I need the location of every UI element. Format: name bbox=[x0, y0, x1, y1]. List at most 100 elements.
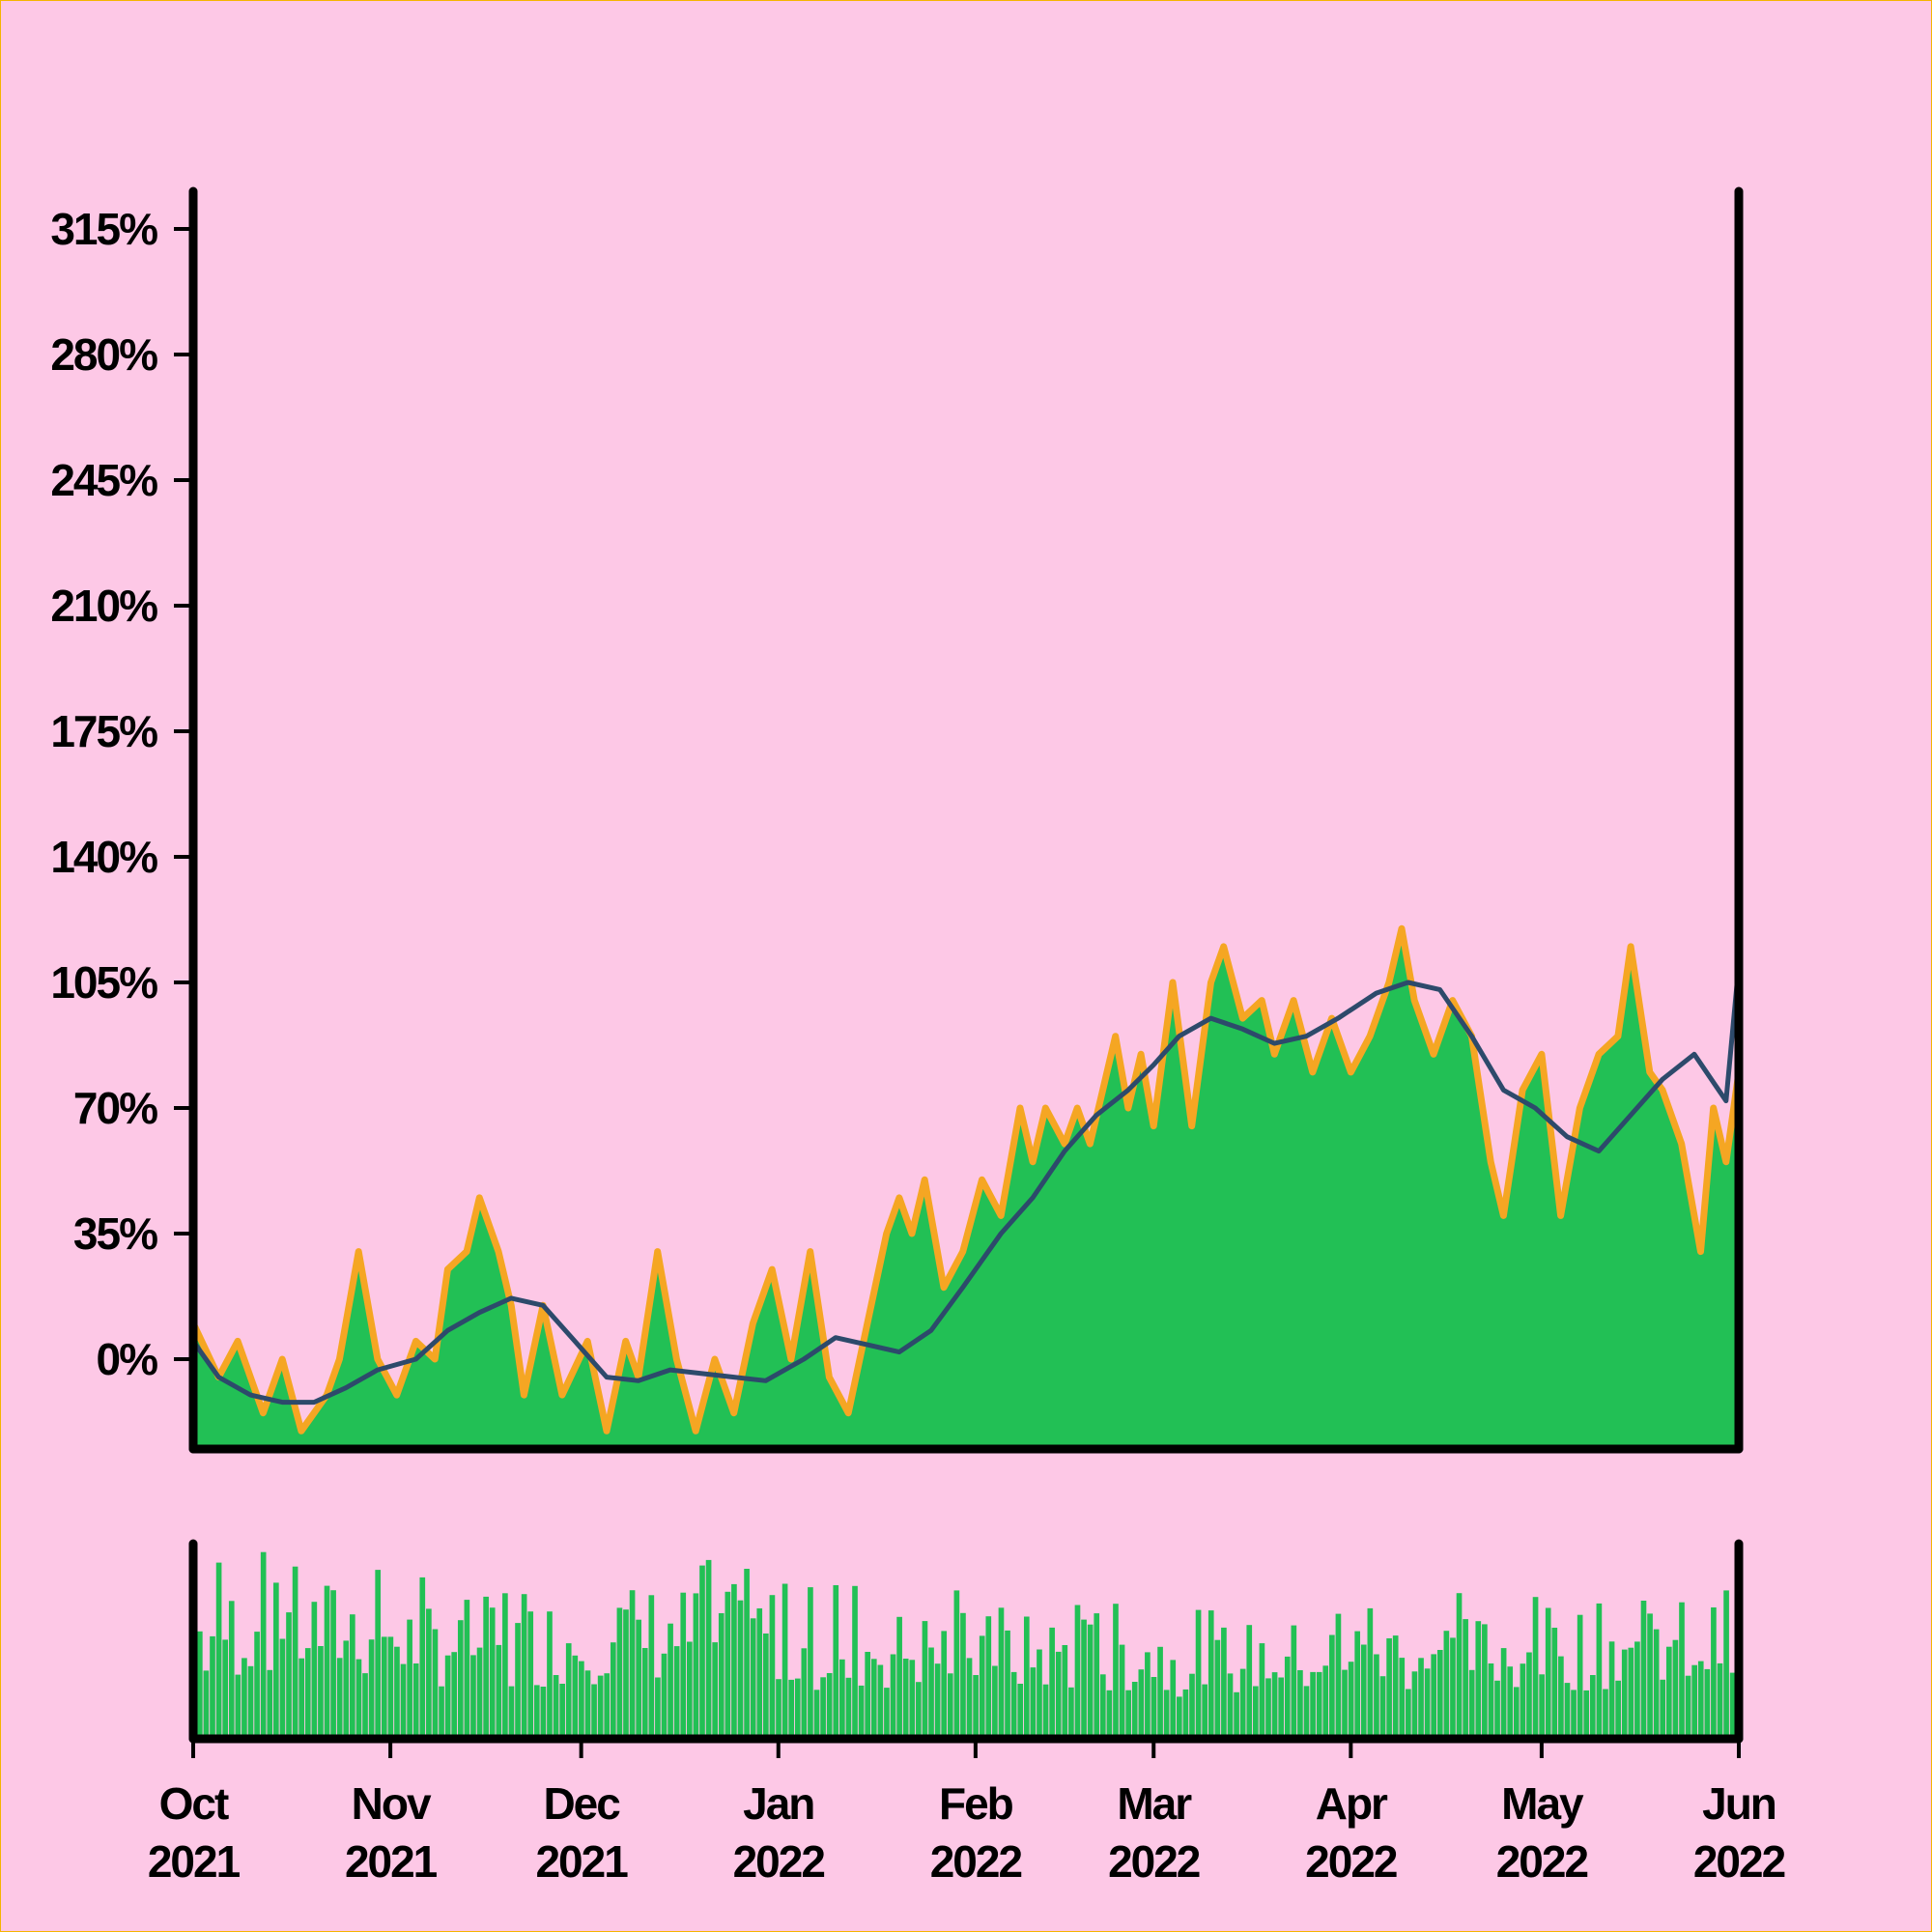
volume-bar bbox=[998, 1607, 1005, 1735]
volume-bar bbox=[1577, 1614, 1583, 1735]
volume-bar bbox=[1386, 1638, 1392, 1735]
volume-bar bbox=[1265, 1678, 1271, 1735]
volume-bar bbox=[533, 1685, 540, 1735]
volume-bar bbox=[668, 1623, 673, 1735]
volume-bar bbox=[1468, 1669, 1475, 1735]
volume-bar bbox=[464, 1600, 470, 1735]
volume-bar bbox=[1672, 1639, 1679, 1735]
volume-bar bbox=[292, 1566, 298, 1735]
volume-bar bbox=[1526, 1652, 1532, 1735]
x-tick-year: 2022 bbox=[1693, 1836, 1785, 1887]
x-tick-month: Jun bbox=[1702, 1778, 1776, 1829]
volume-bar bbox=[1418, 1658, 1424, 1735]
volume-bar bbox=[953, 1590, 960, 1735]
volume-bar bbox=[1227, 1673, 1234, 1735]
volume-bar bbox=[1450, 1637, 1456, 1735]
volume-bar bbox=[1374, 1654, 1379, 1735]
volume-bar bbox=[476, 1647, 483, 1735]
volume-bar bbox=[1513, 1687, 1520, 1735]
volume-bar bbox=[197, 1631, 203, 1735]
volume-bar bbox=[737, 1600, 744, 1735]
volume-bar bbox=[336, 1658, 343, 1735]
volume-bar bbox=[362, 1673, 368, 1735]
volume-bar bbox=[1246, 1625, 1253, 1735]
volume-bar bbox=[1291, 1625, 1297, 1735]
x-tick-year: 2021 bbox=[148, 1836, 241, 1887]
volume-bar bbox=[1628, 1647, 1634, 1735]
x-tick-year: 2022 bbox=[1305, 1836, 1397, 1887]
x-tick-year: 2022 bbox=[1108, 1836, 1200, 1887]
volume-bar bbox=[1042, 1684, 1049, 1735]
volume-bar bbox=[909, 1660, 916, 1735]
volume-bar bbox=[1157, 1646, 1163, 1735]
volume-bar bbox=[1303, 1686, 1310, 1735]
x-tick-month: Mar bbox=[1117, 1778, 1192, 1829]
volume-bar bbox=[1049, 1627, 1055, 1735]
moving-average-line bbox=[190, 961, 1742, 1406]
volume-bar bbox=[298, 1658, 305, 1735]
volume-bar bbox=[845, 1677, 852, 1735]
volume-bar bbox=[1571, 1690, 1577, 1735]
volume-bar bbox=[1113, 1604, 1119, 1735]
y-tick-label: 280% bbox=[50, 329, 157, 380]
volume-bar bbox=[597, 1675, 604, 1735]
volume-bar bbox=[870, 1659, 877, 1735]
volume-bar bbox=[884, 1688, 890, 1735]
volume-bar bbox=[1679, 1602, 1685, 1735]
volume-bar bbox=[1653, 1629, 1660, 1735]
volume-bar bbox=[1443, 1631, 1450, 1735]
volume-bar bbox=[705, 1559, 712, 1735]
volume-bar bbox=[1310, 1671, 1316, 1735]
volume-bar bbox=[1704, 1668, 1711, 1735]
volume-axes bbox=[188, 1539, 1744, 1744]
volume-bar bbox=[610, 1642, 616, 1735]
y-tick-label: 210% bbox=[50, 581, 157, 631]
volume-bar bbox=[572, 1655, 579, 1735]
volume-bar bbox=[1360, 1644, 1367, 1735]
volume-bar bbox=[788, 1679, 795, 1735]
volume-bar bbox=[1138, 1669, 1145, 1735]
volume-bar bbox=[1335, 1613, 1342, 1735]
volume-bar bbox=[375, 1570, 382, 1735]
volume-bar bbox=[1221, 1627, 1227, 1735]
volume-bar bbox=[1399, 1658, 1406, 1735]
volume-bar bbox=[1379, 1676, 1386, 1735]
x-tick-year: 2022 bbox=[930, 1836, 1022, 1887]
volume-bar bbox=[1456, 1593, 1463, 1735]
volume-bar bbox=[1647, 1613, 1653, 1735]
volume-bar bbox=[852, 1585, 858, 1735]
volume-bar bbox=[457, 1620, 464, 1735]
volume-bar bbox=[565, 1643, 572, 1735]
x-tick-month: Feb bbox=[939, 1778, 1013, 1829]
volume-bar bbox=[1367, 1607, 1374, 1735]
volume-bar bbox=[673, 1646, 680, 1735]
volume-bar bbox=[304, 1648, 311, 1735]
volume-bar bbox=[641, 1648, 648, 1735]
volume-bar bbox=[368, 1639, 375, 1735]
y-tick-label: 140% bbox=[50, 832, 157, 882]
volume-bar bbox=[1055, 1651, 1062, 1735]
volume-bar bbox=[1005, 1630, 1010, 1735]
volume-bar bbox=[629, 1590, 636, 1735]
volume-bar bbox=[286, 1612, 292, 1735]
volume-bar bbox=[1431, 1654, 1437, 1735]
volume-bar bbox=[412, 1663, 419, 1735]
volume-bar bbox=[1023, 1616, 1030, 1735]
volume-bar bbox=[858, 1685, 865, 1735]
volume-bar bbox=[1665, 1646, 1672, 1735]
volume-bar bbox=[801, 1648, 808, 1735]
volume-bar bbox=[992, 1665, 998, 1735]
volume-bar bbox=[1697, 1661, 1704, 1735]
volume-bar bbox=[687, 1641, 693, 1735]
y-axis-ticks: 0% 35% 70% 105% 140% 175% 210% 245% 280% 315% bbox=[50, 204, 193, 1384]
volume-bar bbox=[210, 1635, 215, 1735]
volume-bar bbox=[1488, 1663, 1494, 1735]
volume-bar bbox=[877, 1664, 884, 1735]
volume-bar bbox=[1539, 1674, 1545, 1735]
volume-bar bbox=[922, 1621, 928, 1735]
volume-bar bbox=[1316, 1671, 1322, 1735]
volume-bar bbox=[1685, 1675, 1691, 1735]
volume-bar bbox=[1208, 1610, 1214, 1735]
volume-bar bbox=[521, 1594, 527, 1735]
volume-bar bbox=[489, 1607, 496, 1735]
